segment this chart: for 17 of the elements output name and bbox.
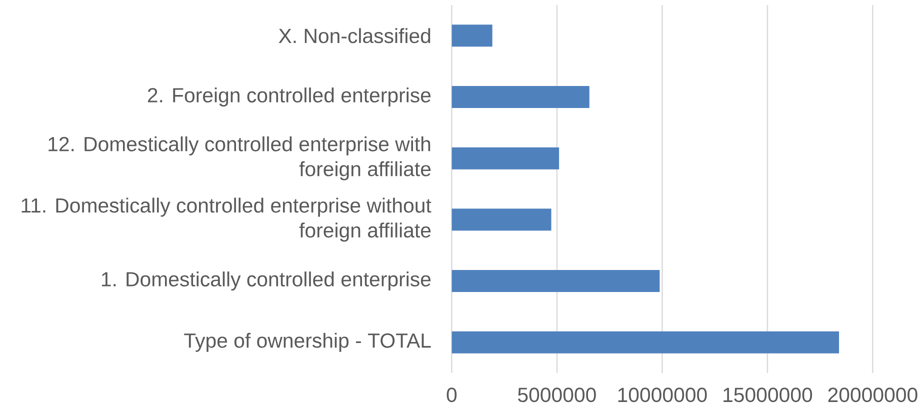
- x-tick-label: 15000000: [724, 388, 812, 402]
- bar: [452, 331, 840, 354]
- y-tick-label: 11. Domestically controlled enterprise without foreign affiliate: [22, 198, 432, 242]
- bar: [452, 24, 492, 47]
- y-tick-label: X. Non-classified: [278, 28, 430, 44]
- x-tick-label: 5000000: [518, 388, 596, 402]
- x-tick-label: 20000000: [828, 388, 918, 402]
- x-tick-label: 0: [446, 388, 457, 402]
- y-tick-label: 2. Foreign controlled enterprise: [148, 87, 431, 107]
- y-tick-label: Type of ownership - TOTAL: [184, 332, 431, 352]
- bar: [452, 147, 560, 170]
- x-tick-label: 10000000: [618, 388, 707, 402]
- y-tick-label: 12. Domestically controlled enterprise with foreign affiliate: [48, 136, 431, 180]
- bar: [452, 208, 552, 231]
- bar: [452, 270, 660, 292]
- bar: [452, 86, 590, 108]
- y-tick-label: 1. Domestically controlled enterprise: [102, 271, 431, 291]
